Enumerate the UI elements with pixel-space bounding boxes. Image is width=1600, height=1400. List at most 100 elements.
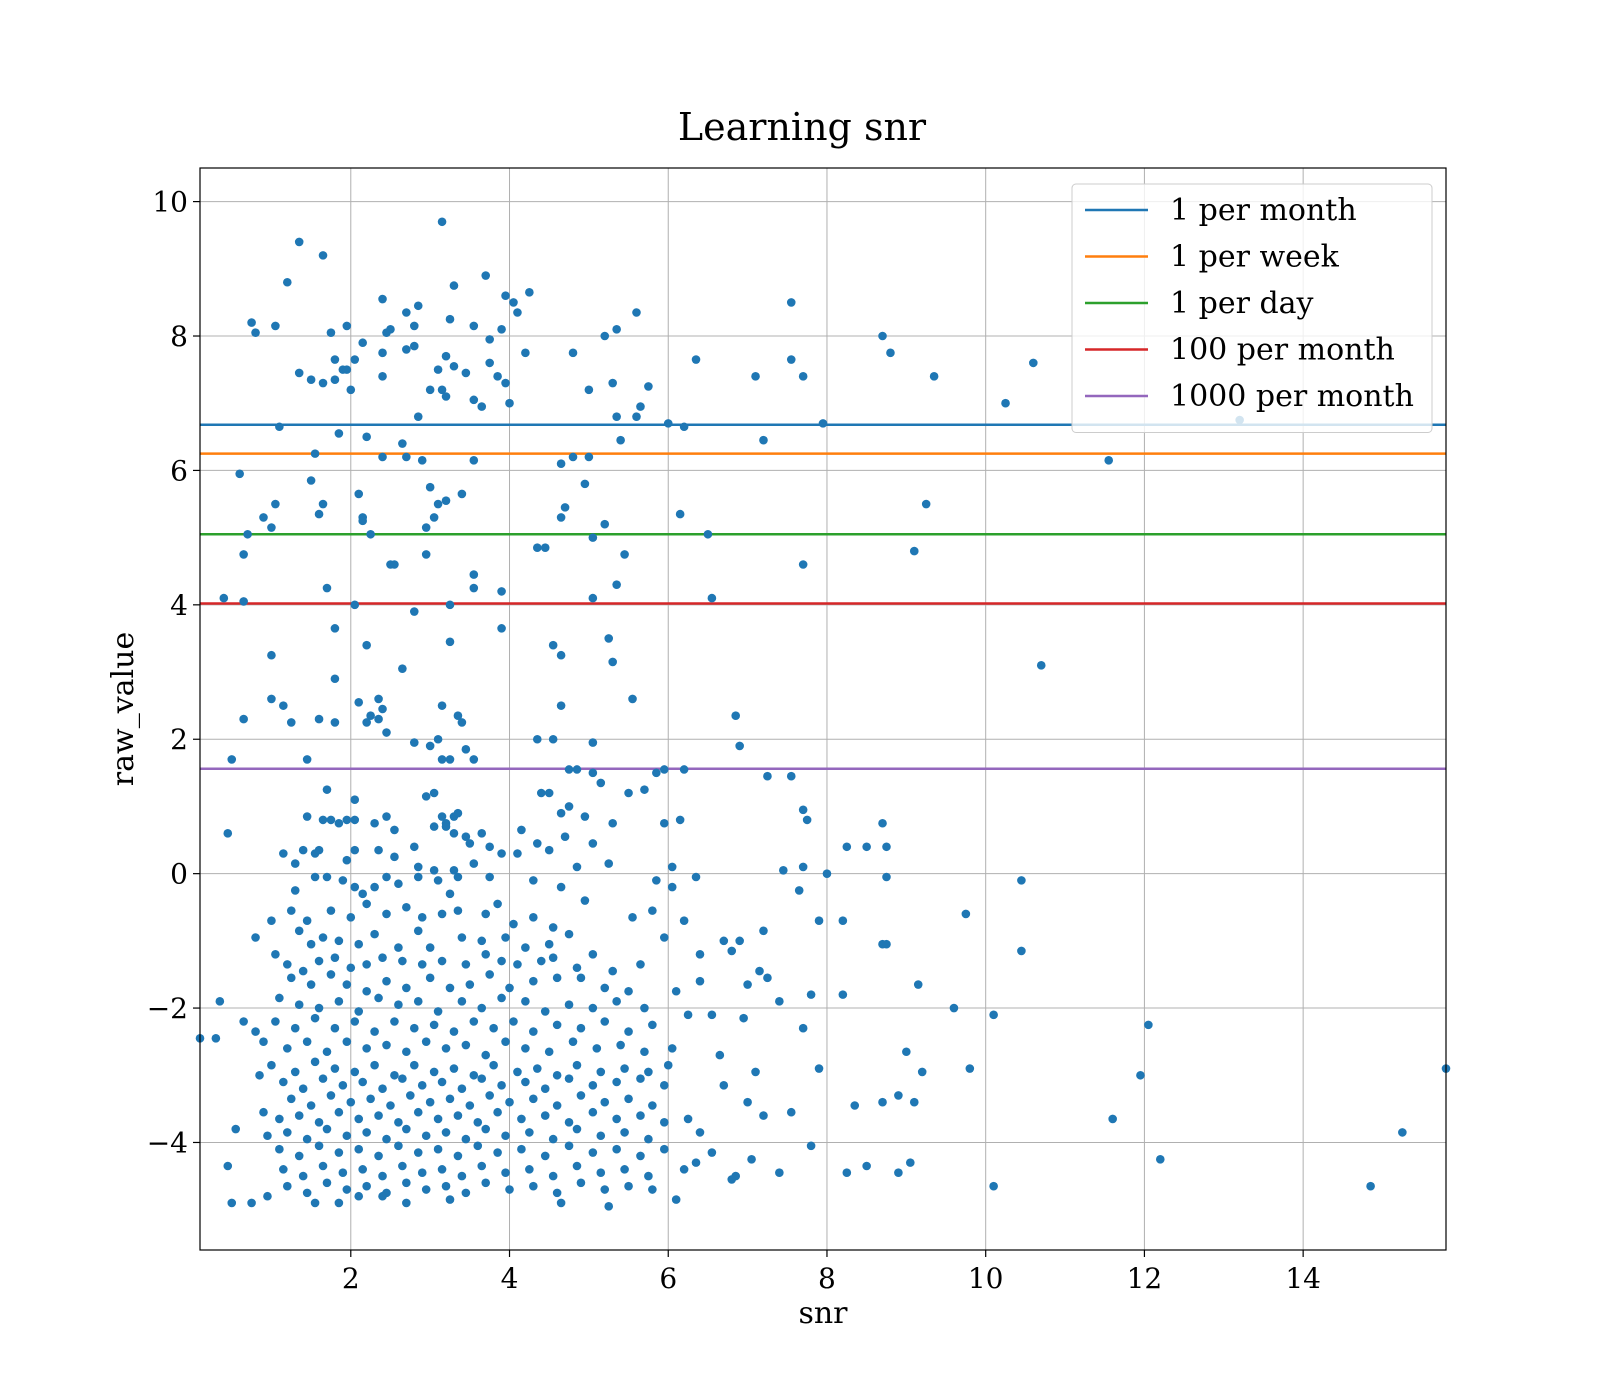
data-point xyxy=(822,869,832,878)
data-point xyxy=(437,1077,447,1087)
data-point xyxy=(648,1020,657,1030)
data-point xyxy=(1136,1070,1145,1080)
data-point xyxy=(497,1081,506,1090)
data-point xyxy=(314,845,324,855)
data-point xyxy=(445,1195,455,1204)
data-point xyxy=(878,331,887,341)
data-point xyxy=(330,375,340,384)
data-point xyxy=(667,1044,677,1053)
data-point xyxy=(763,771,772,781)
data-point xyxy=(445,600,455,610)
data-point xyxy=(1029,358,1038,368)
data-point xyxy=(576,1091,586,1100)
data-point xyxy=(413,1107,423,1117)
data-point xyxy=(390,852,399,862)
data-point xyxy=(485,358,494,368)
data-point xyxy=(719,1081,729,1090)
data-point xyxy=(659,1081,669,1090)
data-point xyxy=(417,1081,427,1090)
data-point xyxy=(306,980,316,989)
data-point xyxy=(465,980,475,989)
data-point xyxy=(310,872,320,882)
data-point xyxy=(267,916,276,925)
data-point xyxy=(469,755,479,764)
data-point xyxy=(640,785,649,794)
legend: 1 per month 1 per week 1 per day 100 per mo… xyxy=(1071,183,1433,433)
data-point xyxy=(286,906,296,915)
data-point xyxy=(509,919,518,929)
data-point xyxy=(378,953,387,962)
data-point xyxy=(263,1131,272,1141)
data-point xyxy=(298,845,308,855)
data-point xyxy=(275,1114,284,1124)
data-point xyxy=(473,1118,483,1127)
data-point xyxy=(838,916,848,925)
data-point xyxy=(425,482,435,492)
data-point xyxy=(298,1084,308,1094)
data-point xyxy=(532,543,542,553)
data-point xyxy=(521,1077,530,1087)
data-point xyxy=(477,829,487,838)
data-point xyxy=(640,1003,649,1013)
data-point xyxy=(445,983,455,993)
data-point xyxy=(695,976,705,986)
data-point xyxy=(286,718,296,727)
data-point xyxy=(259,1037,268,1046)
data-point xyxy=(342,1037,352,1046)
x-tick-label: 6 xyxy=(659,1262,677,1295)
data-point xyxy=(628,694,637,704)
data-point xyxy=(374,1111,383,1120)
data-point xyxy=(683,1010,693,1020)
legend-box xyxy=(1071,183,1433,433)
data-point xyxy=(271,321,280,331)
data-point xyxy=(362,640,371,650)
data-point xyxy=(612,1114,621,1124)
data-point xyxy=(338,1168,348,1178)
data-point xyxy=(818,419,828,428)
data-point xyxy=(624,1027,633,1036)
data-point xyxy=(501,933,510,942)
data-point xyxy=(330,1064,340,1073)
data-point xyxy=(509,298,518,307)
data-point xyxy=(350,795,360,805)
data-point xyxy=(449,1027,459,1036)
data-point xyxy=(644,1134,653,1144)
data-point xyxy=(394,1000,403,1010)
data-point xyxy=(362,960,371,969)
y-tick-label: −2 xyxy=(147,992,188,1025)
y-tick-label: 10 xyxy=(152,186,188,219)
data-point xyxy=(306,375,316,384)
data-point xyxy=(509,1017,518,1026)
data-point xyxy=(437,1165,447,1174)
data-point xyxy=(505,983,514,993)
data-point xyxy=(735,936,744,946)
data-point xyxy=(675,509,685,519)
data-point xyxy=(469,321,479,331)
data-point xyxy=(326,1091,336,1100)
data-point xyxy=(461,960,471,969)
data-point xyxy=(1108,1114,1117,1124)
data-point xyxy=(473,1141,483,1151)
data-point xyxy=(588,768,598,778)
data-point xyxy=(568,1037,578,1046)
data-point xyxy=(223,829,233,838)
legend-label: 1 per day xyxy=(1170,286,1314,321)
data-point xyxy=(409,607,419,616)
data-point xyxy=(568,452,578,462)
data-point xyxy=(556,650,566,660)
data-point xyxy=(286,1094,296,1104)
data-point xyxy=(842,842,852,852)
data-point xyxy=(461,368,471,378)
data-point xyxy=(441,822,451,831)
data-point xyxy=(1398,1128,1407,1137)
reference-lines xyxy=(200,423,1446,771)
data-point xyxy=(596,1131,606,1141)
data-point xyxy=(294,368,304,378)
data-point xyxy=(862,1161,871,1171)
data-point xyxy=(326,906,336,915)
data-point xyxy=(505,1185,514,1194)
data-point xyxy=(838,990,848,999)
data-point xyxy=(322,872,332,882)
data-point xyxy=(231,1124,241,1134)
data-point xyxy=(310,1198,320,1208)
